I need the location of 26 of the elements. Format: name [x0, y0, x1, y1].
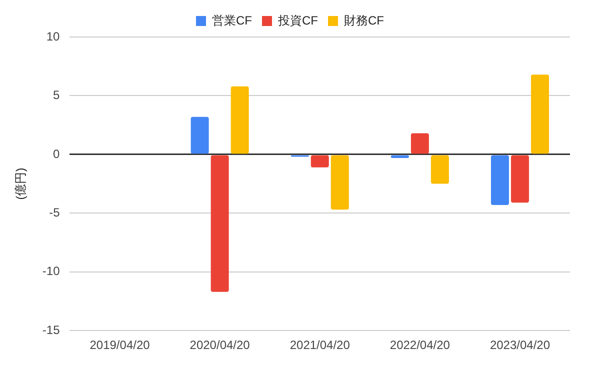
- bar: [390, 155, 409, 158]
- bar: [210, 155, 229, 292]
- bar: [490, 155, 509, 205]
- legend-label: 財務CF: [344, 13, 384, 28]
- bar: [190, 116, 209, 154]
- x-tick-label: 2019/04/20: [90, 338, 150, 352]
- bar: [310, 155, 329, 168]
- y-tick-label: 10: [46, 29, 60, 44]
- bar: [510, 155, 529, 203]
- bar: [410, 133, 429, 154]
- y-tick-label: 5: [53, 88, 60, 102]
- x-tick-label: 2023/04/20: [490, 338, 550, 352]
- x-tick-label: 2020/04/20: [190, 338, 250, 352]
- legend-label: 営業CF: [212, 13, 252, 28]
- bar: [430, 155, 449, 184]
- x-tick-label: 2022/04/20: [390, 338, 450, 352]
- y-tick-label: 0: [53, 146, 60, 161]
- x-tick-label: 2021/04/20: [290, 338, 350, 352]
- y-tick-label: -10: [42, 264, 60, 278]
- bar: [330, 155, 349, 210]
- bar: [530, 74, 549, 154]
- bar: [230, 86, 249, 154]
- y-tick-label: -5: [49, 205, 60, 220]
- legend-label: 投資CF: [277, 13, 318, 28]
- y-axis-title: (億円): [14, 168, 28, 200]
- y-tick-label: -15: [42, 322, 60, 337]
